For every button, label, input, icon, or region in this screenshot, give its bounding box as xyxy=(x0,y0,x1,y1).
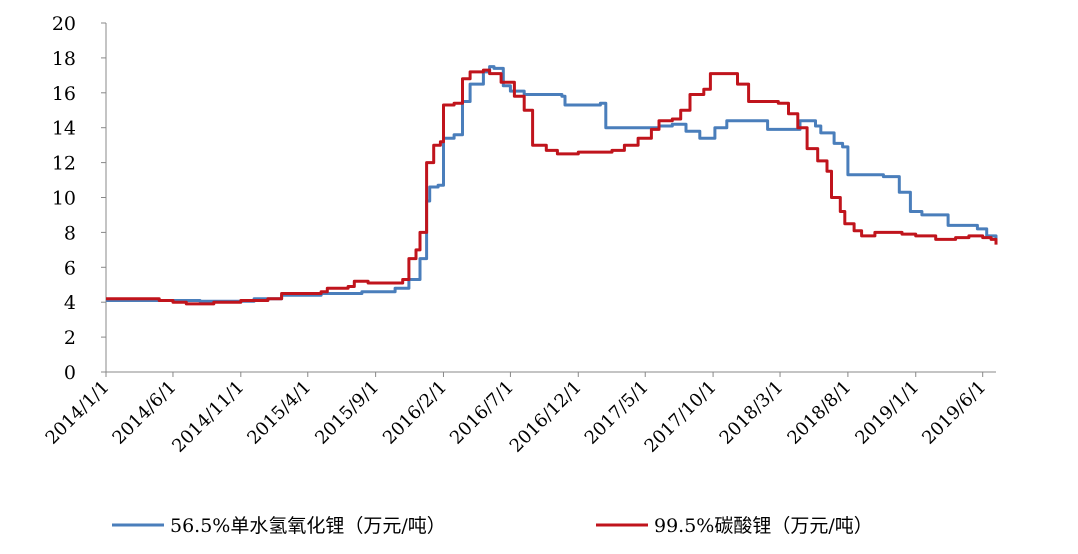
x-tick-label: 2015/4/1 xyxy=(243,377,315,449)
legend-label-2: 99.5%碳酸锂（万元/吨） xyxy=(654,515,873,537)
x-tick-label: 2014/11/1 xyxy=(168,377,248,457)
x-tick-labels: 2014/1/12014/6/12014/11/12015/4/12015/9/… xyxy=(42,372,990,457)
y-tick-label: 20 xyxy=(52,13,76,35)
x-tick-label: 2015/9/1 xyxy=(311,377,383,449)
y-tick-label: 4 xyxy=(64,292,76,314)
x-tick-label: 2017/5/1 xyxy=(581,377,653,449)
y-tick-labels: 0 2 4 6 8 10 12 14 16 18 20 xyxy=(52,13,106,384)
legend: 56.5%单水氢氧化锂（万元/吨） 99.5%碳酸锂（万元/吨） xyxy=(112,515,873,537)
legend-label-1: 56.5%单水氢氧化锂（万元/吨） xyxy=(170,515,446,537)
x-tick-label: 2019/6/1 xyxy=(918,377,990,449)
series-line-1 xyxy=(106,65,998,303)
x-tick-label: 2018/3/1 xyxy=(716,377,788,449)
x-tick-label: 2019/1/1 xyxy=(851,377,923,449)
y-tick-label: 14 xyxy=(52,118,76,140)
series-lines xyxy=(106,65,998,306)
y-tick-label: 2 xyxy=(64,327,76,349)
x-tick-label: 2014/1/1 xyxy=(42,377,114,449)
x-tick-label: 2014/6/1 xyxy=(108,377,180,449)
y-tick-label: 8 xyxy=(64,222,76,244)
y-tick-label: 12 xyxy=(52,153,76,175)
y-tick-label: 10 xyxy=(52,188,76,210)
x-tick-label: 2017/10/1 xyxy=(641,377,721,457)
axes xyxy=(105,23,996,373)
y-tick-label: 6 xyxy=(64,257,76,279)
x-tick-label: 2016/12/1 xyxy=(506,377,586,457)
y-tick-label: 18 xyxy=(52,48,76,70)
x-tick-label: 2016/2/1 xyxy=(379,377,451,449)
series-line-2 xyxy=(106,68,998,306)
x-tick-label: 2018/8/1 xyxy=(783,377,855,449)
y-tick-label: 0 xyxy=(64,362,76,384)
x-tick-label: 2016/7/1 xyxy=(446,377,518,449)
y-tick-label: 16 xyxy=(52,83,76,105)
